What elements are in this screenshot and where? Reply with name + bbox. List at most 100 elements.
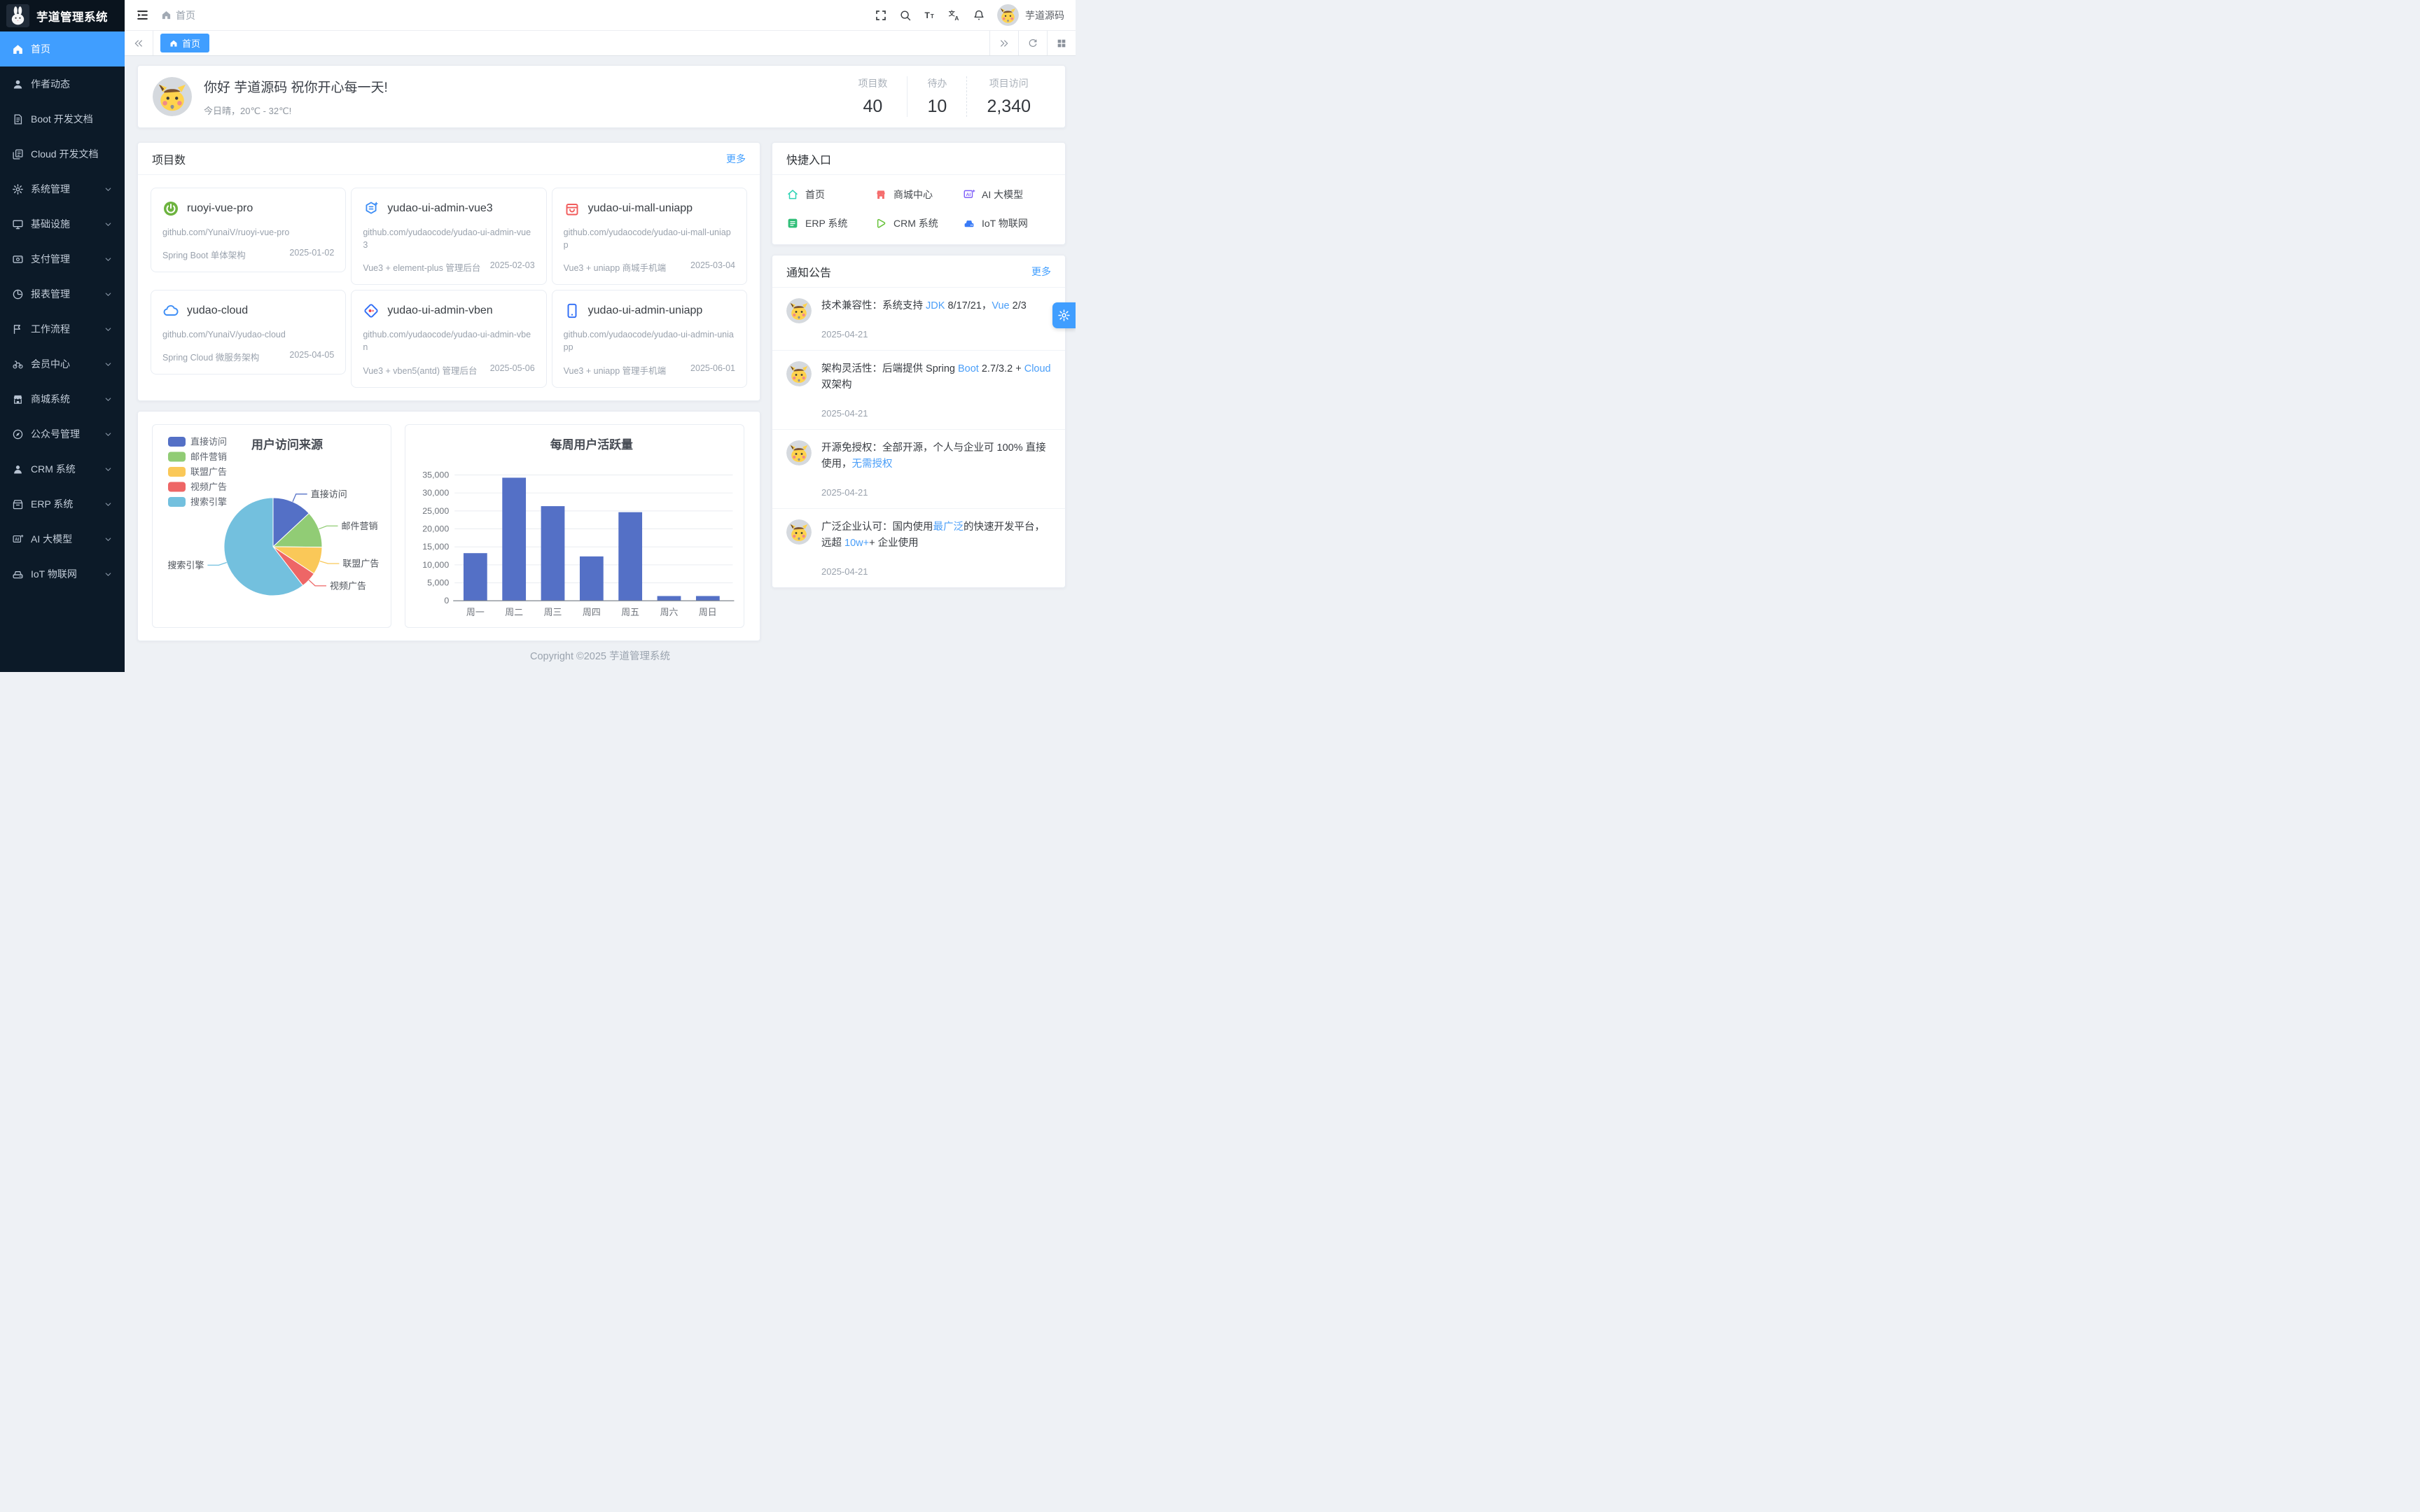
project-url: github.com/yudaocode/yudao-ui-admin-unia… [563, 330, 734, 353]
phone-icon [564, 302, 580, 319]
svg-text:周四: 周四 [583, 607, 601, 617]
svg-text:周二: 周二 [505, 607, 523, 617]
project-card-yudao-ui-mall-uniapp[interactable]: yudao-ui-mall-uniapp github.com/yudaocode… [551, 188, 747, 286]
sidebar-item-label: AI 大模型 [31, 533, 73, 545]
project-card-yudao-ui-admin-uniapp[interactable]: yudao-ui-admin-uniapp github.com/yudaocod… [551, 290, 747, 388]
notice-title: 开源免授权：全部开源，个人与企业可 100% 直接使用，无需授权 [821, 442, 1046, 470]
erp-icon [12, 498, 24, 510]
quick-entry-ERP 系统[interactable]: ERP 系统 [786, 213, 875, 234]
chevron-down-icon [104, 220, 113, 229]
breadcrumb[interactable]: 首页 [161, 8, 195, 22]
tabs-menu-button[interactable] [1047, 31, 1076, 55]
user-menu[interactable]: 芋道源码 [997, 4, 1064, 26]
sidebar-item-14[interactable]: AI AI 大模型 [0, 522, 125, 556]
quick-entry-AI 大模型[interactable]: AI AI 大模型 [963, 184, 1051, 205]
search-icon[interactable] [899, 9, 912, 22]
q-iot-icon [963, 217, 975, 230]
sidebar-item-8[interactable]: 工作流程 [0, 312, 125, 346]
svg-text:联盟广告: 联盟广告 [190, 466, 227, 477]
svg-text:0: 0 [444, 596, 449, 606]
bar-chart-weekly-activity: 每周用户活跃量 0 5,000 10,000 15,000 20,000 25,000 30,… [405, 424, 744, 628]
tabs-scroll-right-button[interactable] [989, 31, 1018, 55]
svg-text:10,000: 10,000 [422, 559, 449, 569]
projects-more-link[interactable]: 更多 [726, 153, 746, 164]
notice-item-0[interactable]: 技术兼容性：系统支持 JDK 8/17/21，Vue 2/3 2025-04-21 [772, 288, 1065, 351]
logo-rabbit-image [6, 4, 29, 27]
home-icon [12, 43, 24, 55]
sidebar-item-6[interactable]: 支付管理 [0, 241, 125, 276]
notices-more-link[interactable]: 更多 [1031, 265, 1051, 277]
sidebar-item-label: 商城系统 [31, 393, 70, 405]
sidebar-item-1[interactable]: 作者动态 [0, 66, 125, 102]
svg-text:周三: 周三 [544, 607, 562, 617]
chevron-down-icon [104, 395, 113, 404]
svg-text:邮件营销: 邮件营销 [190, 451, 227, 462]
quick-entry-首页[interactable]: 首页 [786, 184, 875, 205]
sidebar-item-label: 系统管理 [31, 183, 70, 195]
sidebar-item-7[interactable]: 报表管理 [0, 276, 125, 312]
report-icon [12, 288, 24, 300]
quick-entry-panel: 快捷入口 首页 商城中心 AI AI 大模型 ERP 系统 CRM 系统 IoT 物联网 [772, 142, 1066, 245]
q-erp-icon [786, 217, 799, 230]
pie-chart-user-source: 直接访问 邮件营销 联盟广告 视频广告 搜索引擎 用户访问来源 直接访问 邮件营销 联盟广告 视频… [152, 424, 391, 628]
stat-label: 项目访问 [989, 78, 1029, 89]
stat-value: 2,340 [987, 97, 1031, 116]
sidebar-item-9[interactable]: 会员中心 [0, 346, 125, 382]
project-card-ruoyi-vue-pro[interactable]: ruoyi-vue-pro github.com/YunaiV/ruoyi-vue… [151, 188, 347, 273]
refresh-page-button[interactable] [1018, 31, 1047, 55]
notification-bell-icon[interactable] [973, 9, 985, 22]
documents-icon [12, 148, 24, 160]
vben-icon [363, 302, 380, 319]
svg-text:AI: AI [966, 192, 971, 197]
sidebar-item-13[interactable]: ERP 系统 [0, 486, 125, 522]
home-icon [169, 39, 178, 48]
notice-item-1[interactable]: 架构灵活性：后端提供 Spring Boot 2.7/3.2 + Cloud 双… [772, 351, 1065, 430]
sidebar-collapse-icon[interactable] [136, 8, 149, 22]
project-name: yudao-ui-admin-uniapp [587, 304, 703, 317]
quick-entry-CRM 系统[interactable]: CRM 系统 [875, 213, 963, 234]
sidebar-item-3[interactable]: Cloud 开发文档 [0, 136, 125, 172]
tab-首页[interactable]: 首页 [160, 34, 210, 52]
chevrons-left-icon [133, 38, 144, 49]
tabs-scroll-left-button[interactable] [125, 31, 153, 55]
logo[interactable]: 芋道管理系统 [0, 0, 125, 31]
notice-avatar [786, 298, 812, 323]
sidebar-item-5[interactable]: 基础设施 [0, 206, 125, 241]
compass-icon [12, 428, 24, 440]
chevron-down-icon [104, 290, 113, 299]
notice-item-3[interactable]: 广泛企业认可：国内使用最广泛的快速开发平台，远超 10w++ 企业使用 2025-… [772, 509, 1065, 587]
bag-icon [564, 200, 580, 217]
payment-icon [12, 253, 24, 265]
project-card-yudao-ui-admin-vben[interactable]: yudao-ui-admin-vben github.com/yudaocode/… [351, 290, 547, 388]
stat-label: 项目数 [858, 78, 888, 89]
fullscreen-icon[interactable] [875, 9, 887, 22]
sidebar-item-0[interactable]: 首页 [0, 31, 125, 66]
sidebar-item-4[interactable]: 系统管理 [0, 172, 125, 206]
quick-entry-商城中心[interactable]: 商城中心 [875, 184, 963, 205]
welcome-avatar [153, 77, 192, 116]
project-card-yudao-ui-admin-vue3[interactable]: yudao-ui-admin-vue3 github.com/yudaocode/… [351, 188, 547, 286]
sidebar-item-10[interactable]: 商城系统 [0, 382, 125, 416]
svg-text:25,000: 25,000 [422, 505, 449, 515]
q-home-icon [786, 188, 799, 201]
sidebar-item-label: 支付管理 [31, 253, 70, 265]
svg-text:联盟广告: 联盟广告 [342, 558, 379, 568]
notice-avatar [786, 519, 812, 545]
sidebar-item-2[interactable]: Boot 开发文档 [0, 102, 125, 136]
chevron-down-icon [104, 430, 113, 439]
quick-entry-IoT 物联网[interactable]: IoT 物联网 [963, 213, 1051, 234]
chevron-down-icon [104, 325, 113, 334]
notice-item-2[interactable]: 开源免授权：全部开源，个人与企业可 100% 直接使用，无需授权 2025-04-… [772, 430, 1065, 510]
sidebar-item-11[interactable]: 公众号管理 [0, 416, 125, 451]
sidebar-item-12[interactable]: CRM 系统 [0, 451, 125, 486]
sidebar-item-15[interactable]: IoT 物联网 [0, 556, 125, 592]
username: 芋道源码 [1025, 9, 1064, 21]
q-mall-icon [875, 188, 887, 201]
project-card-yudao-cloud[interactable]: yudao-cloud github.com/YunaiV/yudao-cloud… [151, 290, 347, 375]
theme-settings-button[interactable] [1052, 302, 1076, 328]
project-name: ruoyi-vue-pro [187, 202, 253, 214]
project-desc: Spring Boot 单体架构 [162, 251, 246, 261]
member-icon [12, 358, 24, 370]
